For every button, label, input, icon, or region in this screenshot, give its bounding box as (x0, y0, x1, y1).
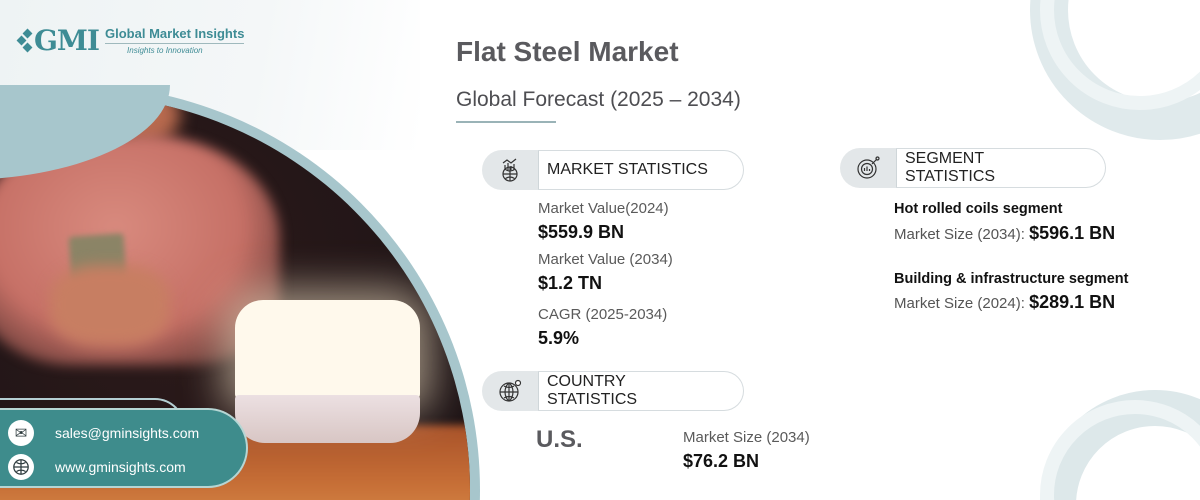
globe-chart-icon (482, 150, 538, 190)
cagr-value: 5.9% (538, 328, 580, 348)
market-value-2024-label: Market Value(2024) (538, 200, 669, 217)
segment-statistics-header: SEGMENT STATISTICS (840, 148, 1106, 188)
segment-size-value: $596.1 BN (1029, 223, 1116, 243)
logo-mark: GMI (34, 24, 100, 57)
segment-size-label: Market Size (2024): (894, 295, 1025, 312)
country-statistics-header: COUNTRY STATISTICS (482, 371, 744, 411)
segment-size-label: Market Size (2034): (894, 226, 1025, 243)
market-statistics-title: MARKET STATISTICS (538, 150, 744, 190)
title-divider (456, 121, 556, 123)
country-statistics-title: COUNTRY STATISTICS (538, 371, 744, 411)
country-market-size-label: Market Size (2034) (683, 429, 810, 446)
corner-arc-decoration-bottom-inner (1040, 400, 1200, 500)
envelope-icon: ✉ (8, 420, 34, 446)
page-subtitle: Global Forecast (2025 – 2034) (456, 88, 741, 111)
market-value-2034-label: Market Value (2034) (538, 251, 673, 268)
segment-statistics-title: SEGMENT STATISTICS (896, 148, 1106, 188)
globe-icon (8, 454, 34, 480)
segment-hot-rolled-coils-size: Market Size (2034): $596.1 BN (894, 223, 1115, 244)
logo-tagline: Insights to Innovation (127, 46, 203, 55)
pie-chart-target-icon (840, 148, 896, 188)
logo-diamonds-icon (16, 28, 33, 52)
logo-name: Global Market Insights (105, 26, 245, 44)
cagr-label: CAGR (2025-2034) (538, 306, 668, 323)
segment-hot-rolled-coils-title: Hot rolled coils segment (894, 201, 1063, 217)
page-title: Flat Steel Market (456, 36, 679, 67)
email-text: sales@gminsights.com (55, 425, 200, 441)
smart-lamp-in-photo (235, 300, 420, 400)
website-text: www.gminsights.com (55, 459, 186, 475)
segment-size-value: $289.1 BN (1029, 292, 1116, 312)
market-value-2024: $559.9 BN (538, 222, 625, 242)
country-name: U.S. (536, 426, 583, 453)
market-value-2034: $1.2 TN (538, 273, 603, 293)
email-link[interactable]: ✉ sales@gminsights.com (8, 418, 246, 448)
segment-building-infrastructure-size: Market Size (2024): $289.1 BN (894, 292, 1115, 313)
gmi-logo[interactable]: GMI Global Market Insights Insights to I… (16, 24, 245, 57)
segment-building-infrastructure-title: Building & infrastructure segment (894, 271, 1129, 287)
globe-pin-icon (482, 371, 538, 411)
country-market-size-value: $76.2 BN (683, 451, 760, 471)
contact-panel: ✉ sales@gminsights.com www.gminsights.co… (0, 408, 248, 488)
market-statistics-header: MARKET STATISTICS (482, 150, 744, 190)
website-link[interactable]: www.gminsights.com (8, 452, 246, 482)
